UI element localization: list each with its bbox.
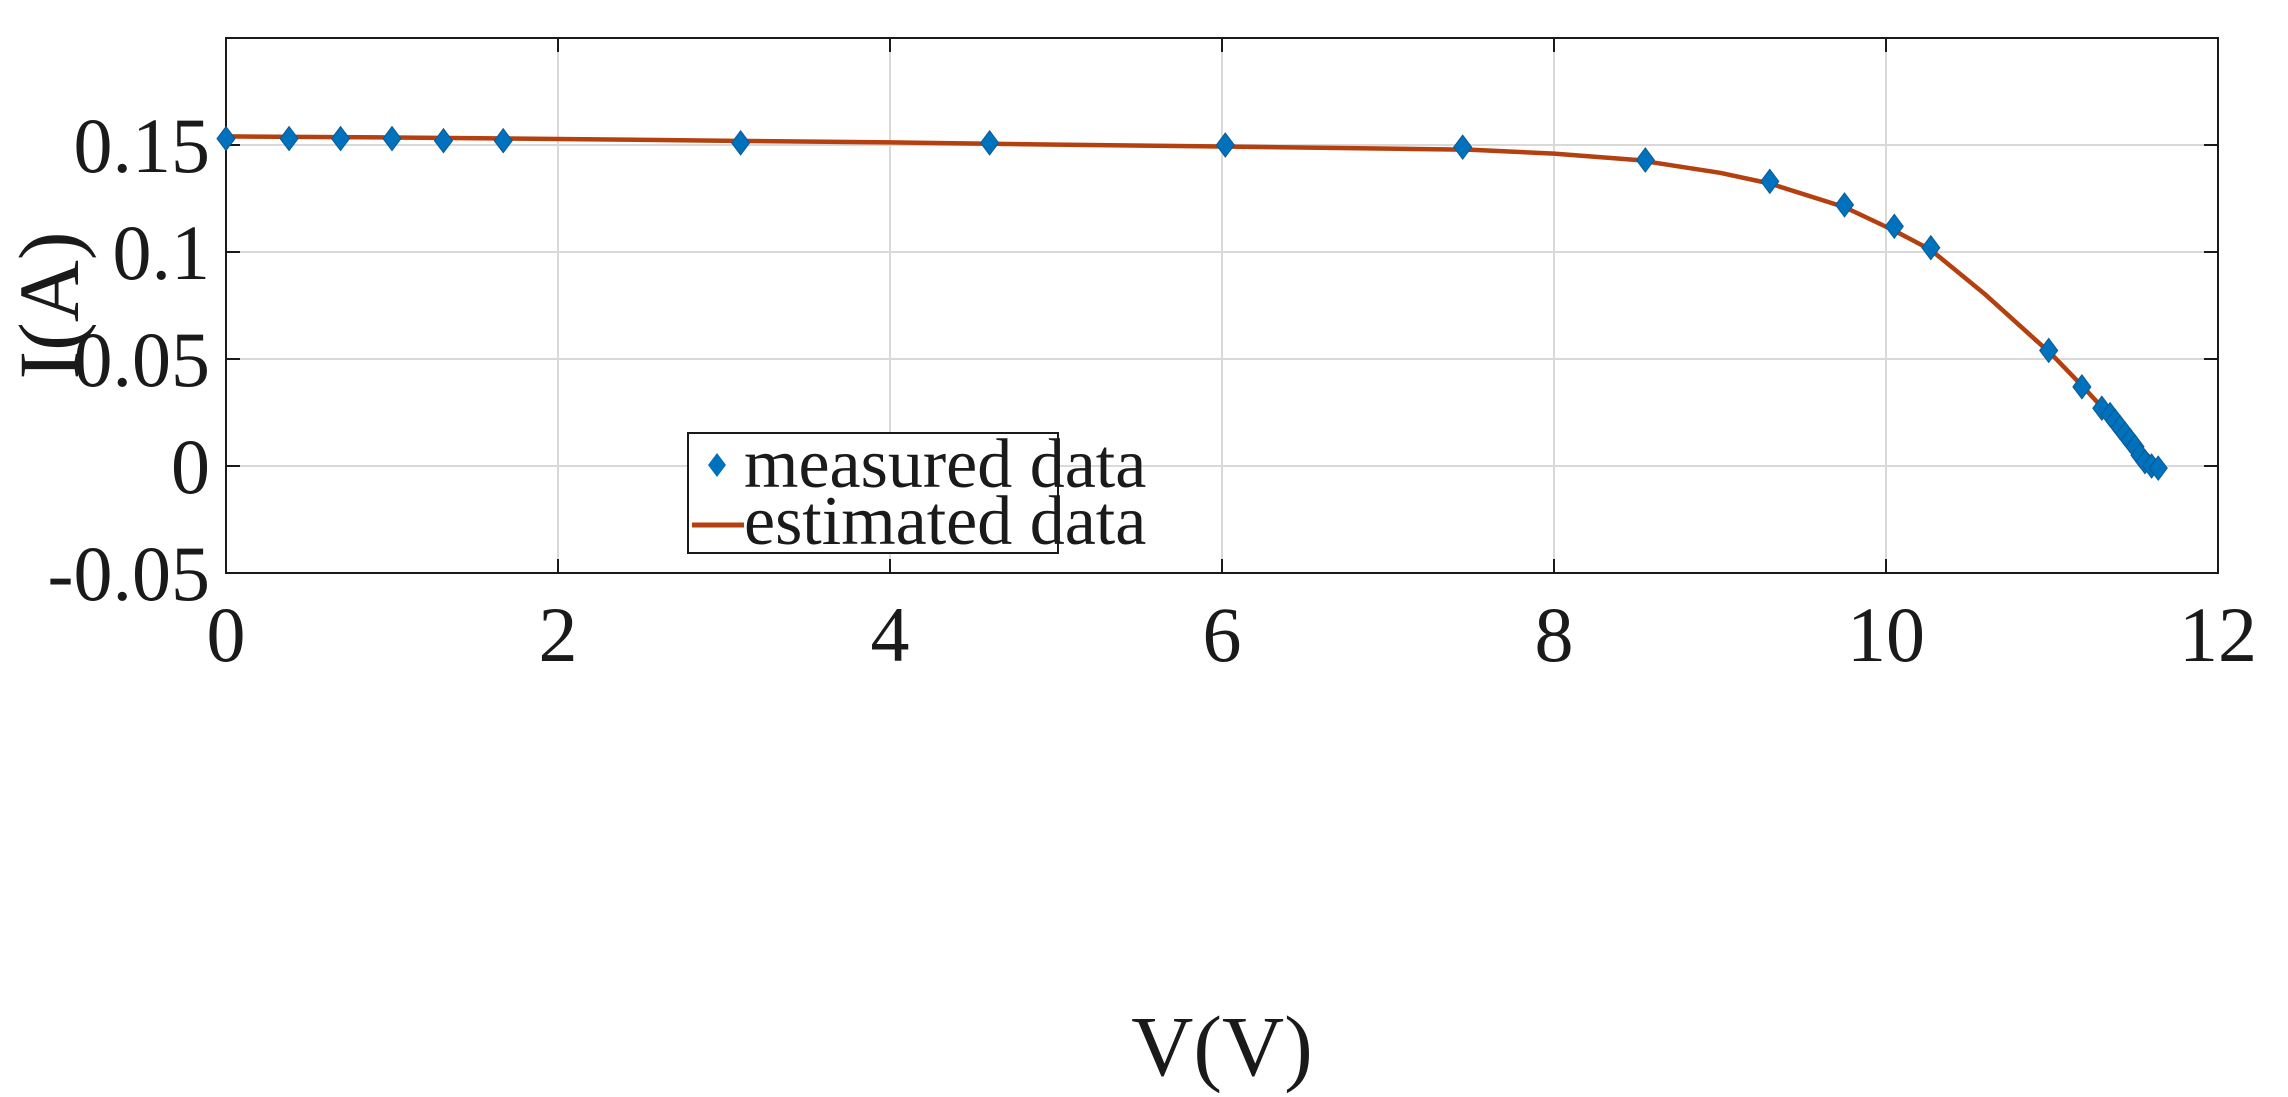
measured-point-16 xyxy=(2072,373,2092,400)
x-tick-label-6: 12 xyxy=(2179,591,2257,678)
y-axis-title: I(A) xyxy=(1,231,97,379)
x-tick-label-2: 4 xyxy=(871,591,910,678)
legend: measured data estimated data xyxy=(687,426,1146,560)
legend-marker-measured xyxy=(708,453,726,477)
measured-point-10 xyxy=(1635,147,1655,173)
measured-point-3 xyxy=(382,125,402,152)
series xyxy=(216,125,2168,481)
y-tick-label-0: -0.05 xyxy=(48,530,210,617)
x-tick-label-0: 0 xyxy=(207,591,246,678)
x-axis-title: V(V) xyxy=(1131,998,1313,1094)
y-tick-label-2: 0.05 xyxy=(74,316,211,403)
measured-point-15 xyxy=(2039,337,2059,364)
legend-box xyxy=(687,432,1059,554)
measured-point-2 xyxy=(330,125,351,152)
legend-label-estimated: estimated data xyxy=(744,483,1146,560)
measured-point-12 xyxy=(1834,192,1855,218)
legend-label-measured: measured data xyxy=(744,426,1146,503)
measured-point-5 xyxy=(493,127,513,154)
measured-point-1 xyxy=(279,125,299,152)
y-tick-label-3: 0.1 xyxy=(113,209,211,296)
series-estimated-line xyxy=(223,134,2163,471)
y-tick-label-4: 0.15 xyxy=(74,102,211,189)
x-tick-label-1: 2 xyxy=(539,591,578,678)
measured-point-6 xyxy=(730,130,751,156)
x-tick-label-4: 8 xyxy=(1535,591,1574,678)
series-measured-markers xyxy=(216,125,2168,481)
x-tick-label-5: 10 xyxy=(1847,591,1925,678)
measured-point-9 xyxy=(1453,134,1473,160)
measured-point-8 xyxy=(1215,132,1235,158)
measured-point-0 xyxy=(216,125,236,152)
y-tick-label-1: 0 xyxy=(171,423,210,510)
measured-point-4 xyxy=(433,127,454,154)
measured-point-27 xyxy=(2148,455,2168,481)
measured-point-7 xyxy=(979,130,1000,156)
x-tick-label-3: 6 xyxy=(1203,591,1242,678)
measured-point-13 xyxy=(1884,213,1904,240)
measured-point-14 xyxy=(1921,234,1941,261)
measured-point-11 xyxy=(1760,168,1780,195)
